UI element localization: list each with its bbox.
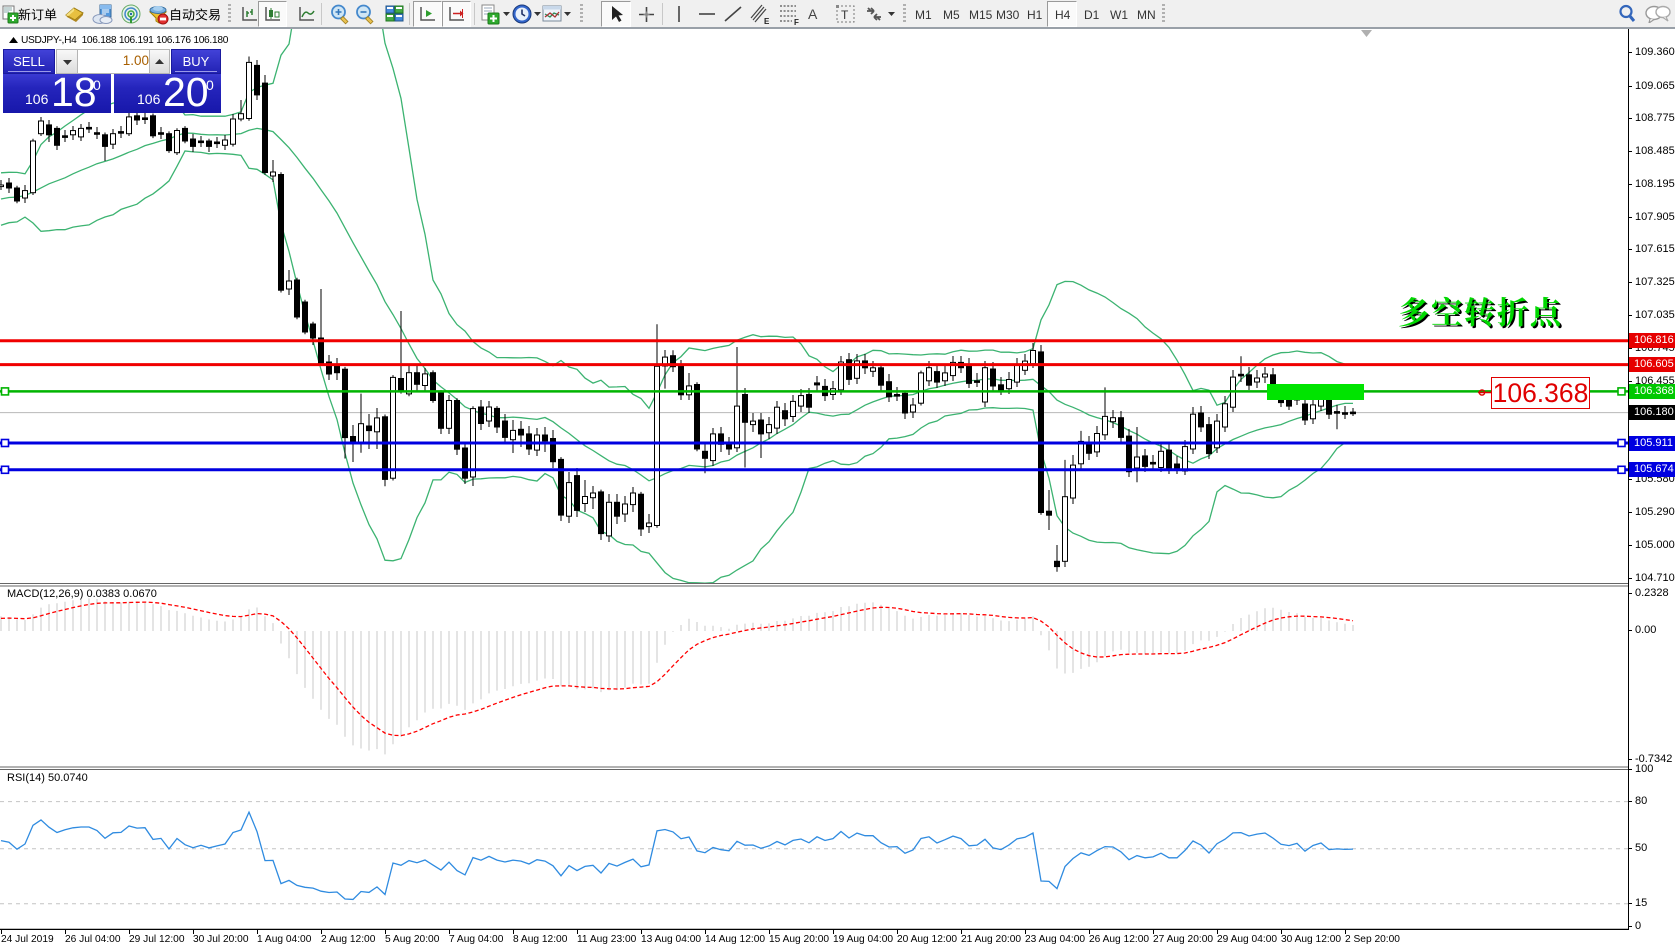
svg-text:E: E bbox=[764, 17, 770, 26]
svg-text:T: T bbox=[841, 8, 849, 22]
svg-text:F: F bbox=[794, 18, 799, 26]
